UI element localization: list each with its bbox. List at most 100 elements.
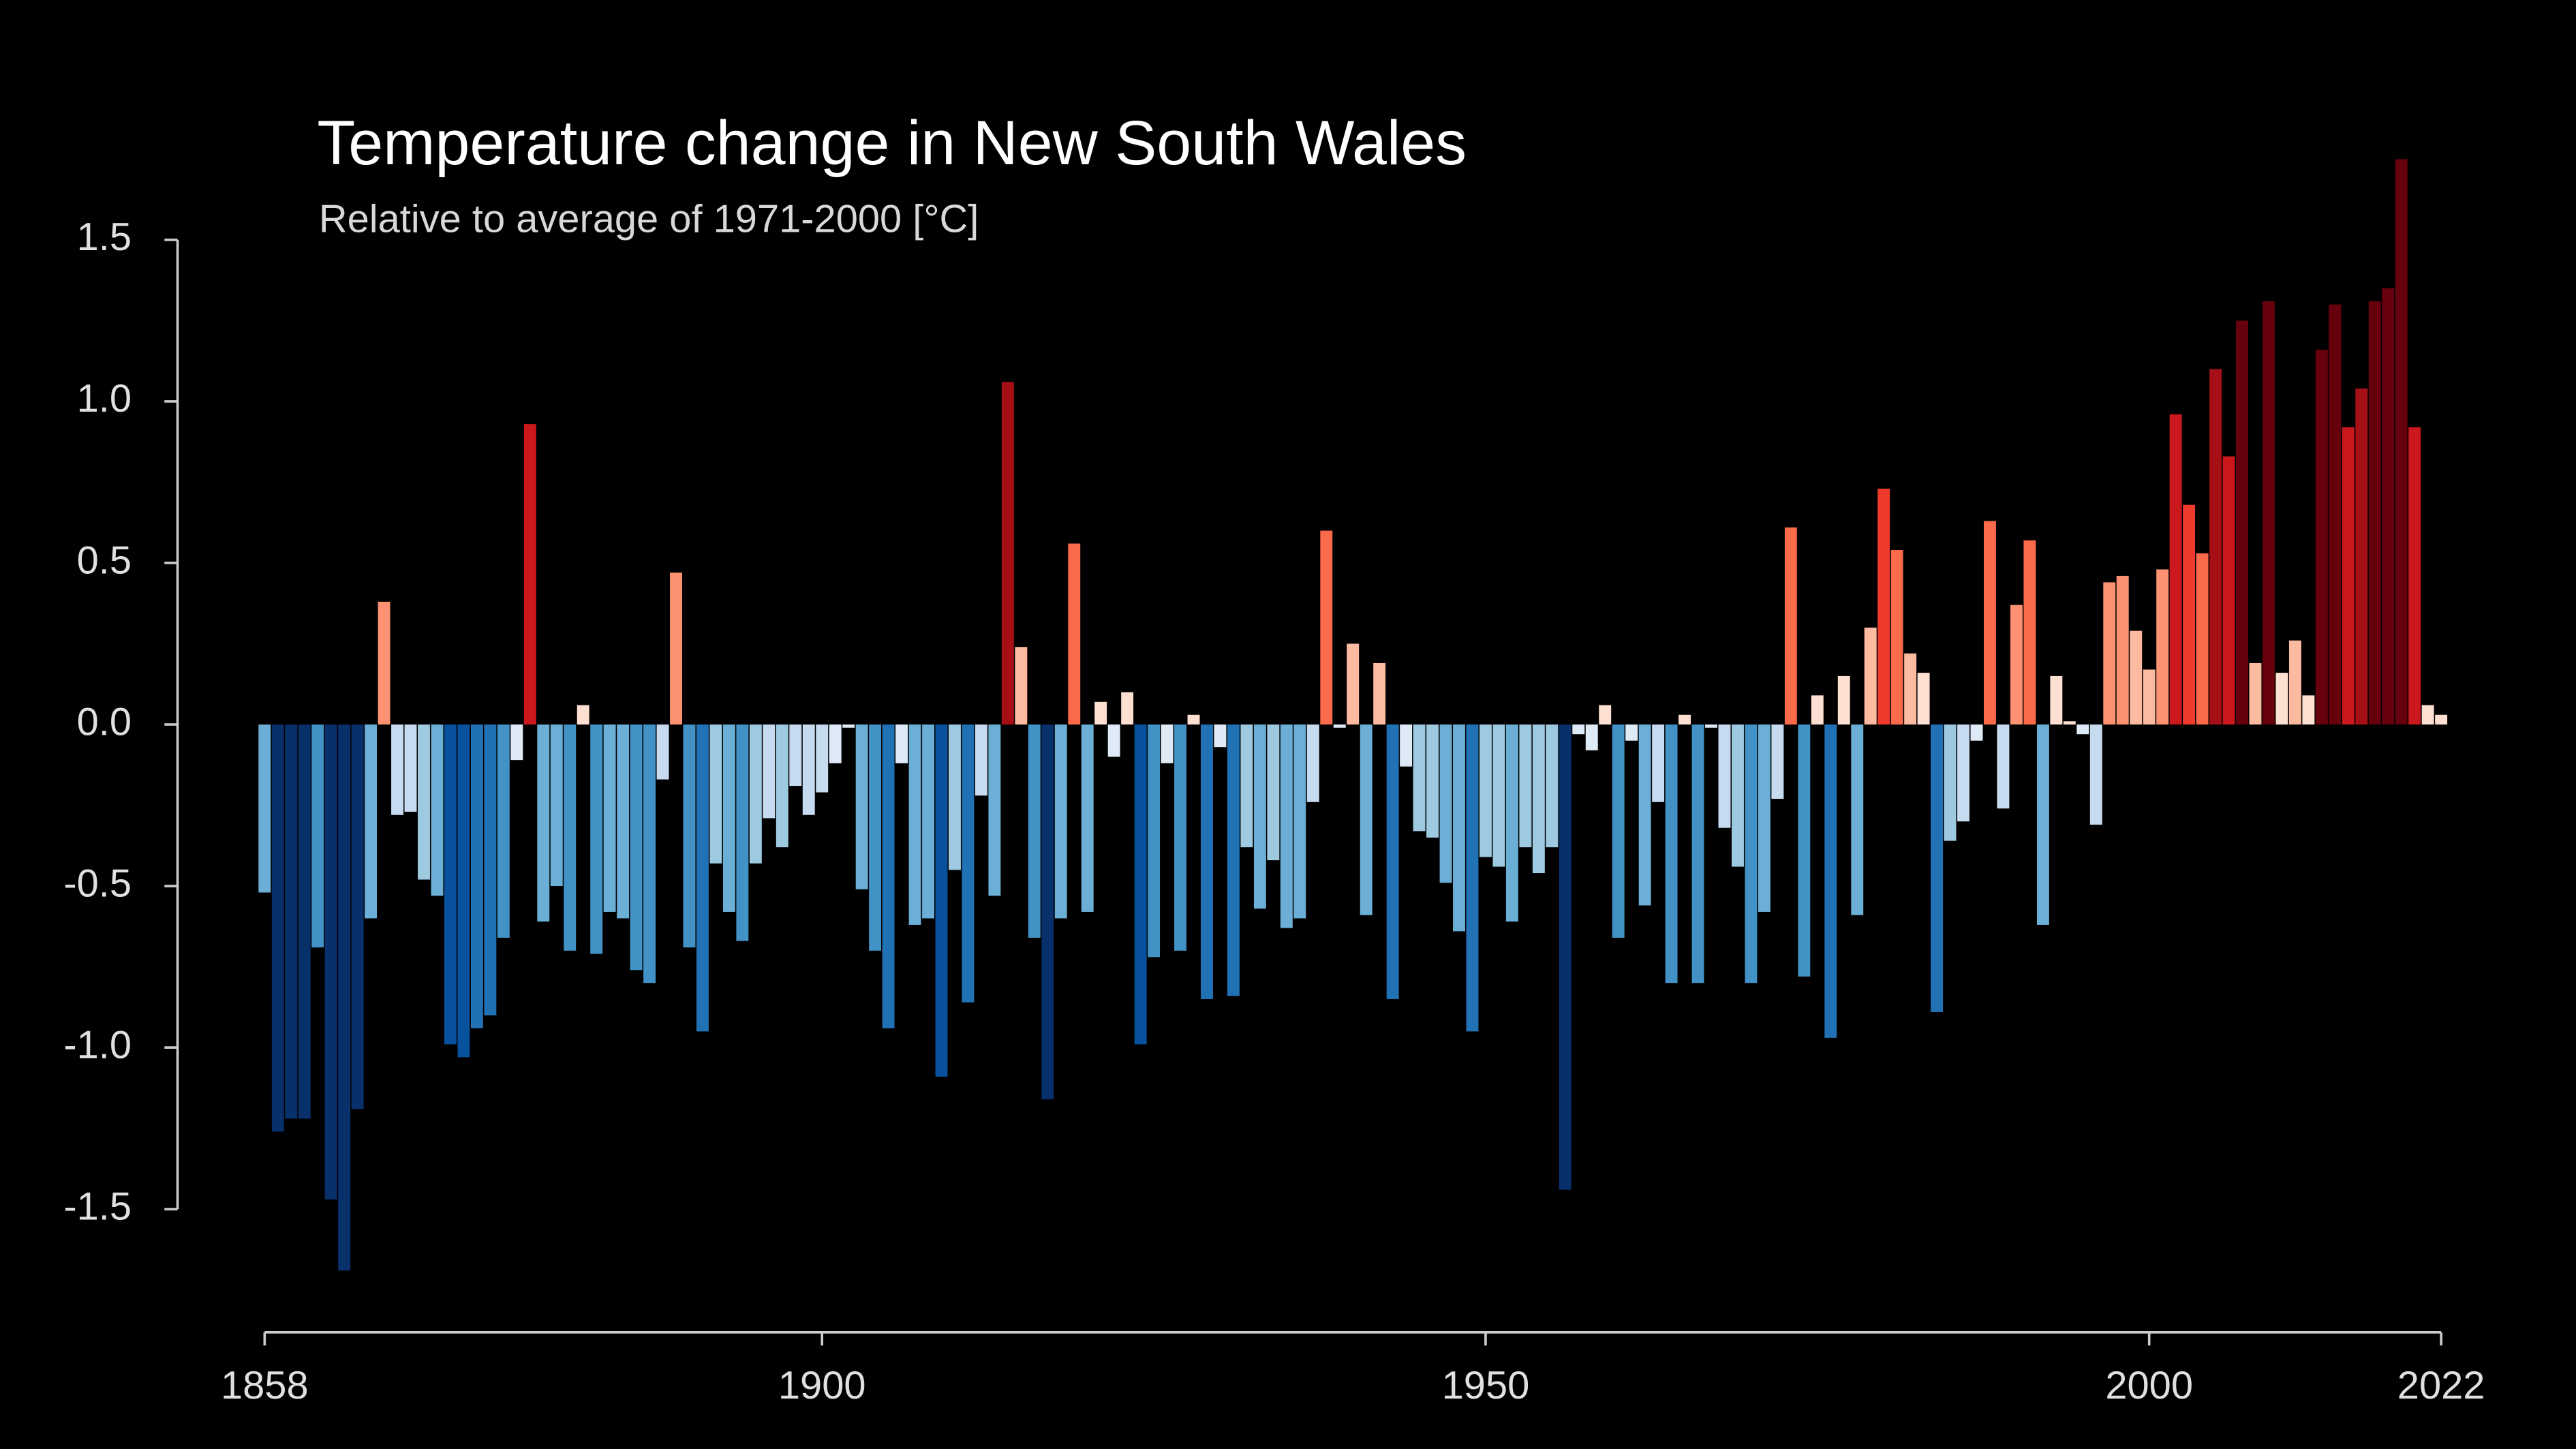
- bar: [643, 724, 656, 983]
- bar: [1837, 675, 1850, 724]
- bar: [1347, 643, 1360, 724]
- bar: [484, 724, 497, 1016]
- y-tick-label: 1.5: [77, 215, 132, 259]
- y-tick-label: 0.5: [77, 538, 132, 582]
- bar: [895, 724, 908, 763]
- bar: [1784, 527, 1797, 724]
- bar: [988, 724, 1001, 896]
- bar: [258, 724, 271, 893]
- bar: [2329, 304, 2342, 725]
- bar: [1546, 724, 1559, 848]
- bar: [802, 724, 815, 815]
- bar: [1240, 724, 1253, 848]
- bar: [311, 724, 324, 948]
- bar: [1877, 488, 1890, 724]
- bar: [1373, 662, 1386, 724]
- bar: [1811, 695, 1824, 724]
- bar: [2395, 159, 2408, 725]
- bar: [2010, 605, 2023, 724]
- bar: [763, 724, 776, 819]
- bar: [2368, 301, 2381, 724]
- bar: [630, 724, 643, 971]
- bar: [2302, 695, 2315, 724]
- bar: [1439, 724, 1452, 883]
- bar: [789, 724, 802, 787]
- bar: [2408, 427, 2421, 724]
- bar: [1148, 724, 1161, 958]
- bar: [869, 724, 882, 951]
- bar: [1267, 724, 1280, 861]
- bar: [1665, 724, 1678, 983]
- bar: [2342, 427, 2355, 724]
- bar: [1333, 724, 1346, 728]
- bar: [1293, 724, 1306, 919]
- bar: [1917, 673, 1930, 724]
- bar: [365, 724, 378, 919]
- bar: [577, 705, 589, 724]
- y-tick-label: -1.5: [63, 1185, 132, 1228]
- bar: [2023, 540, 2036, 724]
- bar: [351, 724, 364, 1110]
- bar: [1386, 724, 1399, 999]
- bar: [776, 724, 788, 848]
- bar: [457, 724, 470, 1058]
- y-tick-label: 0.0: [77, 700, 132, 744]
- bar: [285, 724, 298, 1119]
- bar: [975, 724, 987, 796]
- x-tick-label: 1900: [778, 1364, 866, 1407]
- bar: [1944, 724, 1957, 841]
- bar: [1400, 724, 1413, 767]
- bar: [470, 724, 483, 1028]
- bar: [656, 724, 669, 780]
- bar: [1320, 530, 1333, 724]
- bar: [537, 724, 550, 922]
- bar: [391, 724, 404, 815]
- bar: [2103, 582, 2116, 724]
- bar: [2421, 705, 2434, 724]
- bar: [949, 724, 961, 870]
- bar: [1094, 701, 1107, 724]
- bar: [2196, 553, 2209, 724]
- bar: [1705, 724, 1717, 728]
- bar: [709, 724, 722, 864]
- bar: [908, 724, 921, 925]
- bar: [404, 724, 417, 812]
- bar: [1360, 724, 1373, 915]
- bar: [2382, 288, 2395, 724]
- bar: [1001, 382, 1014, 724]
- bar: [1280, 724, 1293, 928]
- bar: [1174, 724, 1187, 951]
- bar: [1970, 724, 1983, 741]
- bar: [1691, 724, 1704, 983]
- bar: [1492, 724, 1505, 867]
- bar: [564, 724, 577, 951]
- bar: [1732, 724, 1744, 867]
- bar: [431, 724, 444, 896]
- bar: [1015, 647, 1028, 724]
- bar: [1745, 724, 1758, 983]
- bar: [1214, 724, 1227, 748]
- y-tick-label: -1.0: [63, 1023, 132, 1067]
- bar: [271, 724, 284, 1132]
- chart-title: Temperature change in New South Wales: [317, 108, 1467, 178]
- bar: [1041, 724, 1054, 1099]
- bar: [1413, 724, 1426, 832]
- bar: [1505, 724, 1518, 922]
- bar: [2315, 350, 2328, 724]
- bar: [523, 424, 536, 724]
- bar: [736, 724, 749, 941]
- bar: [1824, 724, 1837, 1038]
- y-tick-label: -0.5: [63, 861, 132, 905]
- bar: [2262, 301, 2275, 724]
- bar: [1718, 724, 1731, 828]
- x-tick-label: 1950: [1442, 1364, 1530, 1407]
- bar: [1201, 724, 1213, 999]
- bar: [2236, 320, 2248, 724]
- bar: [882, 724, 895, 1028]
- bar: [1758, 724, 1770, 912]
- bar: [418, 724, 430, 880]
- bar: [1107, 724, 1120, 757]
- bar: [324, 724, 337, 1200]
- bar: [550, 724, 563, 887]
- bar: [1559, 724, 1571, 1190]
